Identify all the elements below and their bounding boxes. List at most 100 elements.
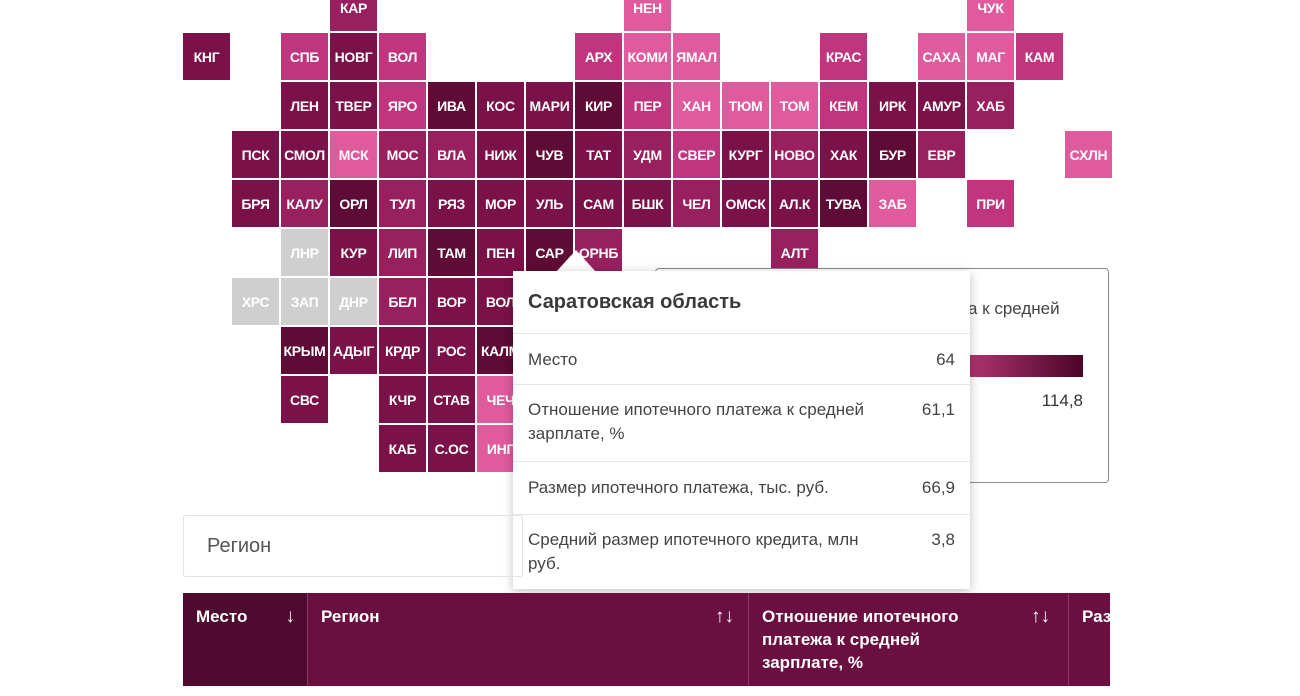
column-header[interactable]: Отношение ипотечного платежа к средней з… <box>748 593 1068 686</box>
sort-icon[interactable]: ↑↓ <box>1031 606 1050 627</box>
column-title: Отношение ипотечного платежа к средней з… <box>762 607 959 672</box>
region-tile[interactable]: ЗАБ <box>869 180 916 227</box>
region-tile[interactable]: ПСК <box>232 131 279 178</box>
region-tile[interactable]: ДНР <box>330 278 377 325</box>
region-tile[interactable]: КОМИ <box>624 33 671 80</box>
region-tile[interactable]: КОС <box>477 82 524 129</box>
region-tile[interactable]: СВЕР <box>673 131 720 178</box>
region-tile[interactable]: ОМСК <box>722 180 769 227</box>
column-title: Регион <box>321 607 380 626</box>
tooltip-value: 3,8 <box>931 530 955 549</box>
region-tile[interactable]: КАБ <box>379 425 426 472</box>
legend-max: 114,8 <box>1041 391 1083 410</box>
region-tile[interactable]: УДМ <box>624 131 671 178</box>
region-tile[interactable]: ЗАП <box>281 278 328 325</box>
region-tile[interactable]: ТОМ <box>771 82 818 129</box>
region-tile[interactable]: ВОЛ <box>379 33 426 80</box>
region-tile[interactable]: УЛЬ <box>526 180 573 227</box>
region-tile[interactable]: КРДР <box>379 327 426 374</box>
region-tile[interactable]: ПРИ <box>967 180 1014 227</box>
region-tile[interactable]: С.ОС <box>428 425 475 472</box>
region-tile[interactable]: КЕМ <box>820 82 867 129</box>
table-header: Место ↓ Регион ↑↓ Отношение ипотечного плате… <box>183 593 1110 686</box>
region-tile[interactable]: НОВО <box>771 131 818 178</box>
region-tile[interactable]: ХРС <box>232 278 279 325</box>
tooltip: Саратовская область Место 64 Отношение ипо… <box>513 271 970 589</box>
region-tile[interactable]: ЯМАЛ <box>673 33 720 80</box>
region-tile[interactable]: СВС <box>281 376 328 423</box>
region-tile[interactable]: САМ <box>575 180 622 227</box>
region-tile[interactable]: МАГ <box>967 33 1014 80</box>
region-tile[interactable]: АМУР <box>918 82 965 129</box>
region-tile[interactable]: ТАТ <box>575 131 622 178</box>
region-tile[interactable]: КАЛУ <box>281 180 328 227</box>
region-tile[interactable]: СПБ <box>281 33 328 80</box>
region-tile[interactable]: ХАК <box>820 131 867 178</box>
sort-icon[interactable]: ↓ <box>285 606 296 627</box>
region-tile[interactable]: ТВЕР <box>330 82 377 129</box>
region-tile[interactable]: ИРК <box>869 82 916 129</box>
region-tile[interactable]: БШК <box>624 180 671 227</box>
region-tile[interactable]: КАР <box>330 0 377 31</box>
region-tile[interactable]: ХАН <box>673 82 720 129</box>
region-tile[interactable]: БЕЛ <box>379 278 426 325</box>
tooltip-value: 61,1 <box>921 400 955 419</box>
region-tile[interactable]: ЧУК <box>967 0 1014 31</box>
region-tile[interactable]: НОВГ <box>330 33 377 80</box>
region-tile[interactable]: БРЯ <box>232 180 279 227</box>
region-tile[interactable]: КНГ <box>183 33 230 80</box>
region-tile[interactable]: ИВА <box>428 82 475 129</box>
region-tile[interactable]: ТУВА <box>820 180 867 227</box>
region-tile[interactable]: МОР <box>477 180 524 227</box>
region-tile[interactable]: КЧР <box>379 376 426 423</box>
region-tile[interactable]: ТАМ <box>428 229 475 276</box>
region-tile[interactable]: НИЖ <box>477 131 524 178</box>
region-tile[interactable]: АРХ <box>575 33 622 80</box>
region-tile[interactable]: САХА <box>918 33 965 80</box>
region-tile[interactable]: ЛНР <box>281 229 328 276</box>
region-tile[interactable]: АДЫГ <box>330 327 377 374</box>
tooltip-row: Место 64 <box>513 333 970 385</box>
region-tile[interactable]: БУР <box>869 131 916 178</box>
region-tile[interactable]: КУРГ <box>722 131 769 178</box>
sort-icon[interactable]: ↑↓ <box>715 606 734 627</box>
region-tile[interactable]: РОС <box>428 327 475 374</box>
region-tile[interactable]: ТУЛ <box>379 180 426 227</box>
region-tile[interactable]: СХЛН <box>1065 131 1112 178</box>
region-tile[interactable]: ТЮМ <box>722 82 769 129</box>
region-tile[interactable]: ПЕН <box>477 229 524 276</box>
region-tile[interactable]: НЕН <box>624 0 671 31</box>
region-tile[interactable]: КАМ <box>1016 33 1063 80</box>
region-tile[interactable]: МСК <box>330 131 377 178</box>
tooltip-value: 66,9 <box>921 478 955 497</box>
column-header[interactable]: Регион ↑↓ <box>307 593 748 686</box>
region-tile[interactable]: ПЕР <box>624 82 671 129</box>
region-tile[interactable]: МАРИ <box>526 82 573 129</box>
region-tile[interactable]: ВЛА <box>428 131 475 178</box>
region-tile[interactable]: СТАВ <box>428 376 475 423</box>
region-tile[interactable]: КИР <box>575 82 622 129</box>
region-tile[interactable]: РЯЗ <box>428 180 475 227</box>
tooltip-row: Отношение ипотечного платежа к средней з… <box>513 384 970 462</box>
region-tile[interactable]: ВОР <box>428 278 475 325</box>
region-tile[interactable]: МОС <box>379 131 426 178</box>
region-tile[interactable]: АЛ.К <box>771 180 818 227</box>
region-tile[interactable]: ХАБ <box>967 82 1014 129</box>
legend-gradient <box>968 355 1083 377</box>
region-tile[interactable]: ЯРО <box>379 82 426 129</box>
region-tile[interactable]: ЛИП <box>379 229 426 276</box>
region-tile[interactable]: КРЫМ <box>281 327 328 374</box>
region-tile[interactable]: ЛЕН <box>281 82 328 129</box>
search-input[interactable]: Регион <box>183 515 523 577</box>
region-tile[interactable]: КРАС <box>820 33 867 80</box>
region-tile[interactable]: ЕВР <box>918 131 965 178</box>
column-header[interactable]: Место ↓ <box>183 593 307 686</box>
tooltip-value: 64 <box>936 350 955 369</box>
region-tile[interactable]: ЧУВ <box>526 131 573 178</box>
region-tile[interactable]: КУР <box>330 229 377 276</box>
column-header[interactable]: Размер ипотечного платежа <box>1068 593 1110 686</box>
region-tile[interactable]: ОРЛ <box>330 180 377 227</box>
region-tile[interactable]: ЧЕЛ <box>673 180 720 227</box>
region-tile[interactable]: СМОЛ <box>281 131 328 178</box>
